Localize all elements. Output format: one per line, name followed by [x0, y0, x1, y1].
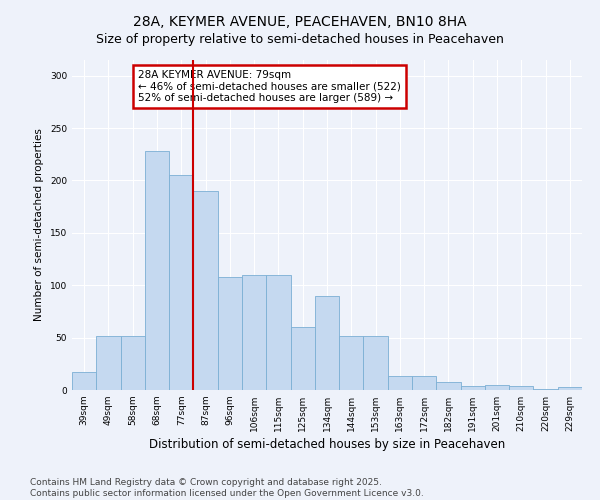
Bar [364, 336, 388, 390]
Bar [388, 376, 412, 390]
Bar [72, 372, 96, 390]
Text: Size of property relative to semi-detached houses in Peacehaven: Size of property relative to semi-detach… [96, 32, 504, 46]
Bar [145, 151, 169, 390]
Bar [315, 296, 339, 390]
Bar [533, 389, 558, 390]
Bar [509, 386, 533, 390]
Bar [485, 385, 509, 390]
Text: 28A KEYMER AVENUE: 79sqm
← 46% of semi-detached houses are smaller (522)
52% of : 28A KEYMER AVENUE: 79sqm ← 46% of semi-d… [139, 70, 401, 103]
Bar [558, 387, 582, 390]
Bar [339, 336, 364, 390]
X-axis label: Distribution of semi-detached houses by size in Peacehaven: Distribution of semi-detached houses by … [149, 438, 505, 451]
Bar [121, 336, 145, 390]
Bar [436, 382, 461, 390]
Bar [193, 191, 218, 390]
Bar [218, 277, 242, 390]
Bar [290, 327, 315, 390]
Bar [412, 376, 436, 390]
Bar [169, 175, 193, 390]
Bar [242, 275, 266, 390]
Text: 28A, KEYMER AVENUE, PEACEHAVEN, BN10 8HA: 28A, KEYMER AVENUE, PEACEHAVEN, BN10 8HA [133, 15, 467, 29]
Y-axis label: Number of semi-detached properties: Number of semi-detached properties [34, 128, 44, 322]
Bar [266, 275, 290, 390]
Bar [96, 336, 121, 390]
Text: Contains HM Land Registry data © Crown copyright and database right 2025.
Contai: Contains HM Land Registry data © Crown c… [30, 478, 424, 498]
Bar [461, 386, 485, 390]
